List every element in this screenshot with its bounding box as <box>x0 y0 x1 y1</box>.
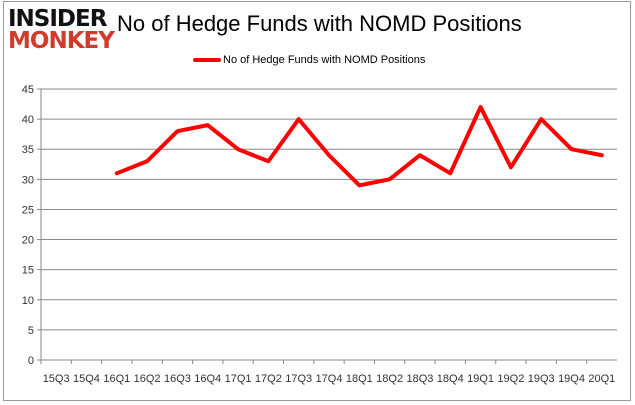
x-tick-label: 17Q4 <box>316 373 343 385</box>
y-tick-label: 20 <box>22 235 34 247</box>
legend-label: No of Hedge Funds with NOMD Positions <box>223 54 426 66</box>
x-tick-label: 16Q2 <box>134 373 161 385</box>
x-tick-label: 18Q4 <box>437 373 464 385</box>
y-tick-label: 5 <box>28 325 34 337</box>
x-tick-label: 19Q2 <box>497 373 524 385</box>
y-tick-label: 35 <box>22 144 34 156</box>
x-tick-label: 18Q2 <box>376 373 403 385</box>
x-tick-label: 15Q4 <box>73 373 100 385</box>
chart-frame <box>3 1 631 401</box>
chart-title: No of Hedge Funds with NOMD Positions <box>117 11 522 36</box>
y-tick-label: 15 <box>22 265 34 277</box>
x-tick-label: 18Q1 <box>346 373 373 385</box>
y-tick-label: 0 <box>28 355 34 367</box>
x-tick-label: 16Q4 <box>194 373 221 385</box>
y-tick-label: 30 <box>22 174 34 186</box>
x-tick-label: 17Q1 <box>225 373 252 385</box>
insider-monkey-logo: INSIDER MONKEY <box>8 6 115 54</box>
legend: No of Hedge Funds with NOMD Positions <box>193 54 425 66</box>
x-tick-label: 17Q2 <box>255 373 282 385</box>
x-tick-label: 20Q1 <box>588 373 615 385</box>
x-tick-label: 15Q3 <box>43 373 70 385</box>
y-tick-label: 10 <box>22 295 34 307</box>
x-tick-label: 19Q3 <box>528 373 555 385</box>
x-tick-label: 18Q3 <box>406 373 433 385</box>
x-tick-label: 16Q1 <box>103 373 130 385</box>
legend-swatch <box>193 58 221 62</box>
y-tick-label: 25 <box>22 204 34 216</box>
x-tick-label: 19Q4 <box>558 373 585 385</box>
y-tick-label: 45 <box>22 84 34 96</box>
x-tick-label: 17Q3 <box>285 373 312 385</box>
y-tick-label: 40 <box>22 114 34 126</box>
x-tick-label: 19Q1 <box>467 373 494 385</box>
x-tick-label: 16Q3 <box>164 373 191 385</box>
